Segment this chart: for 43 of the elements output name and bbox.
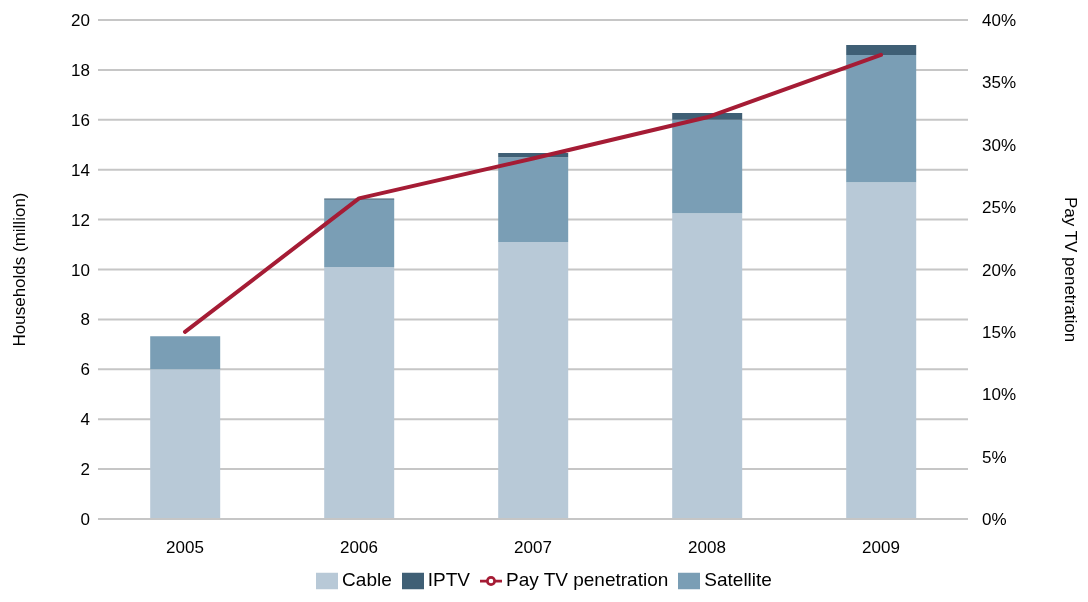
y-tick-label: 12 <box>71 210 90 230</box>
x-tick-label: 2005 <box>166 538 204 558</box>
y-tick-label: 4 <box>80 410 90 430</box>
legend-label: Satellite <box>704 569 772 591</box>
x-tick-label: 2008 <box>688 538 726 558</box>
x-tick-label: 2006 <box>340 538 378 558</box>
y-tick-label: 14 <box>71 160 90 180</box>
y2-tick-label: 5% <box>982 447 1007 467</box>
bar <box>672 119 743 214</box>
y2-tick-label: 0% <box>982 510 1007 530</box>
y-tick-label: 6 <box>80 360 90 380</box>
line-series <box>183 52 883 334</box>
bar <box>324 199 395 268</box>
legend-label: Pay TV penetration <box>505 569 669 591</box>
legend-label: IPTV <box>427 569 470 591</box>
bar <box>498 242 569 520</box>
bar <box>846 182 917 520</box>
y2-tick-label: 15% <box>982 322 1017 342</box>
y-tick-label: 18 <box>71 60 90 80</box>
bar <box>846 44 917 55</box>
bar <box>846 54 917 183</box>
x-tick-label: 2009 <box>862 538 900 558</box>
y-tick-label: 0 <box>80 510 90 530</box>
y2-axis-title: Pay TV penetration <box>1060 196 1080 343</box>
bar <box>672 213 743 520</box>
y2-tick-label: 10% <box>982 385 1017 405</box>
y-tick-label: 16 <box>71 110 90 130</box>
bar <box>150 336 221 370</box>
y2-tick-label: 40% <box>982 11 1017 31</box>
y2-tick-label: 35% <box>982 73 1017 93</box>
y2-tick-label: 25% <box>982 198 1017 218</box>
y-axis-title: Households (million) <box>10 192 30 347</box>
y2-tick-label: 20% <box>982 260 1017 280</box>
y-tick-label: 10 <box>71 260 90 280</box>
y-tick-label: 8 <box>80 310 90 330</box>
legend-label: Cable <box>342 569 392 591</box>
x-tick-label: 2007 <box>514 538 552 558</box>
y-tick-label: 2 <box>80 460 90 480</box>
y2-tick-label: 30% <box>982 135 1017 155</box>
bar <box>324 267 395 520</box>
y-tick-label: 20 <box>71 11 90 31</box>
bar <box>498 157 569 243</box>
bar <box>150 369 221 520</box>
